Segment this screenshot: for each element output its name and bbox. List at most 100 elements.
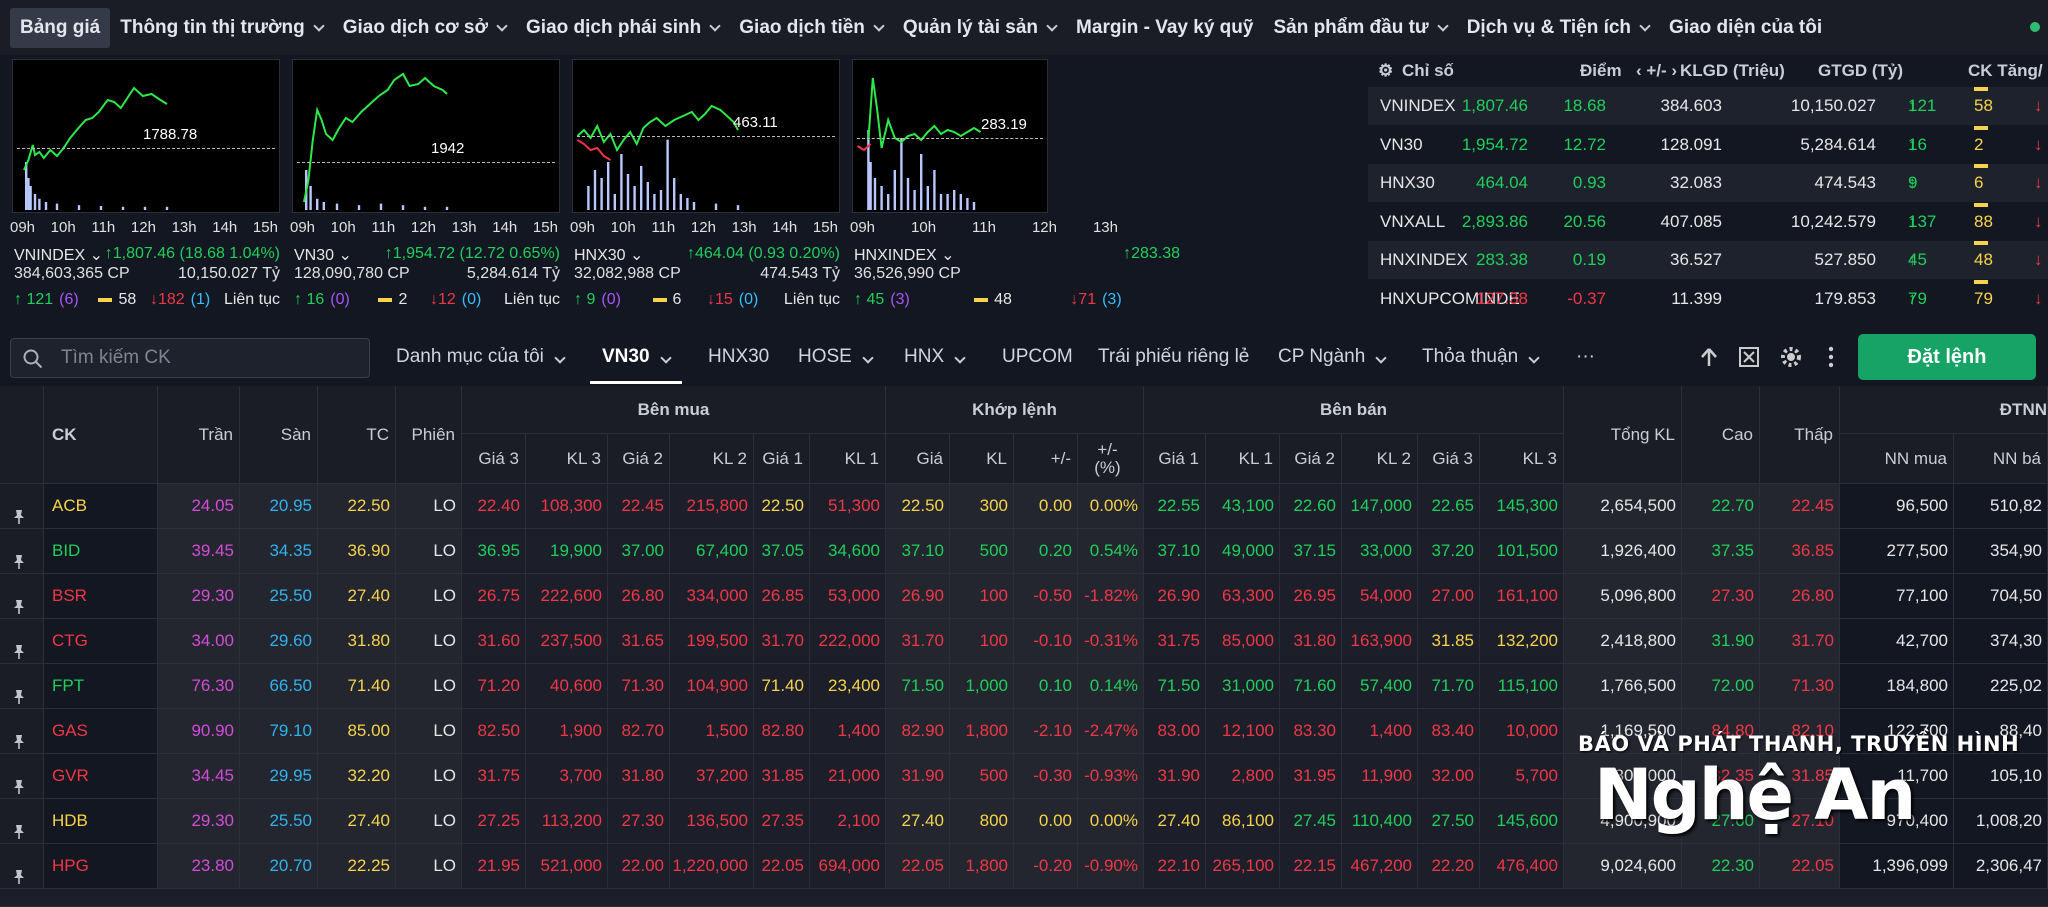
tab-6[interactable]: Trái phiếu riêng lẻ — [1098, 330, 1249, 384]
col-pin[interactable] — [0, 386, 44, 484]
table-row-partial[interactable] — [0, 889, 2048, 907]
sub-buy-3[interactable]: KL 2 — [670, 434, 754, 484]
table-row[interactable]: BSR 29.30 25.50 27.40 LO 26.75 222,600 26.80 334… — [0, 574, 2048, 619]
index-row-vnindex[interactable]: VNINDEX 1,807.46 18.68 384.603 10,150.027 ↑ 1… — [1368, 87, 2048, 125]
nav-item-0[interactable]: Bảng giá — [10, 7, 111, 48]
sub-sell-3[interactable]: KL 2 — [1342, 434, 1418, 484]
more-vertical-icon[interactable] — [1818, 344, 1844, 370]
stock-search-box[interactable] — [10, 338, 370, 378]
pin-icon[interactable] — [12, 858, 26, 884]
table-row[interactable]: FPT 76.30 66.50 71.40 LO 71.20 40,600 71.30 104,… — [0, 664, 2048, 709]
table-row[interactable]: GAS 90.90 79.10 85.00 LO 82.50 1,900 82.70 1,500… — [0, 709, 2048, 754]
pin-icon[interactable] — [12, 768, 26, 794]
sub-match-2[interactable]: +/- — [1014, 434, 1078, 484]
tab-0[interactable]: Danh mục của tôi — [396, 330, 566, 384]
sub-match-3[interactable]: +/- (%) — [1078, 434, 1144, 484]
index-name[interactable]: VN30 ⌄ — [294, 245, 352, 265]
stock-symbol[interactable]: FPT — [44, 664, 158, 708]
table-row[interactable]: GVR 34.45 29.95 32.20 LO 31.75 3,700 31.80 37,20… — [0, 754, 2048, 799]
stock-symbol[interactable]: CTG — [44, 619, 158, 663]
chevron-left-icon[interactable]: ‹ — [1636, 61, 1647, 80]
index-row-hnxindex[interactable]: HNXINDEX 283.38 0.19 36.527 527.850 ↑ 45 48 ↓ — [1368, 241, 2048, 279]
mini-chart-hnx30[interactable]: 463.11 09h 10h 11h 12h 13h 14h 15h HNX30 ⌄ ↑464.0… — [566, 55, 840, 320]
place-order-button[interactable]: Đặt lệnh — [1858, 334, 2036, 380]
sub-sell-1[interactable]: KL 1 — [1206, 434, 1280, 484]
sub-match-1[interactable]: KL — [950, 434, 1014, 484]
pin-icon[interactable] — [12, 813, 26, 839]
sub-buy-2[interactable]: Giá 2 — [608, 434, 670, 484]
sub-sell-2[interactable]: Giá 2 — [1280, 434, 1342, 484]
sub-foreign-0[interactable]: NN mua — [1840, 434, 1954, 484]
stock-search-input[interactable] — [61, 345, 361, 371]
index-name[interactable]: HNXINDEX ⌄ — [854, 245, 955, 265]
table-row[interactable]: CTG 34.00 29.60 31.80 LO 31.60 237,500 31.65 199… — [0, 619, 2048, 664]
nav-item-9[interactable]: Giao diện của tôi — [1659, 8, 1832, 48]
col-ceil[interactable]: Trần — [158, 386, 240, 484]
tab-1[interactable]: VN30 — [590, 330, 682, 384]
nav-item-4[interactable]: Giao dịch tiền — [729, 8, 893, 48]
mini-chart-vn30[interactable]: 1942 09h 10h 11h 12h 13h 14h 15h VN30 ⌄ ↑1,954.72… — [286, 55, 560, 320]
sub-buy-1[interactable]: KL 3 — [526, 434, 608, 484]
stock-symbol[interactable]: HPG — [44, 844, 158, 888]
nav-item-6[interactable]: Margin - Vay ký quỹ — [1066, 8, 1263, 48]
sub-foreign-1[interactable]: NN bá — [1954, 434, 2048, 484]
col-index-change[interactable]: ‹ +/- › — [1636, 61, 1678, 80]
col-total[interactable]: Tổng KL — [1564, 386, 1682, 484]
tab-9[interactable]: ··· — [1576, 330, 1595, 384]
stock-symbol[interactable]: HDB — [44, 799, 158, 843]
stock-symbol[interactable]: BSR — [44, 574, 158, 618]
scroll-top-arrow-icon[interactable] — [1696, 344, 1722, 370]
sub-sell-5[interactable]: KL 3 — [1480, 434, 1564, 484]
pin-icon[interactable] — [12, 588, 26, 614]
table-row[interactable]: HPG 23.80 20.70 22.25 LO 21.95 521,000 22.00 1,2… — [0, 844, 2048, 889]
col-index-point[interactable]: Điểm — [1580, 61, 1622, 80]
nav-item-5[interactable]: Quản lý tài sản — [893, 8, 1066, 48]
nav-item-1[interactable]: Thông tin thị trường — [110, 8, 333, 48]
table-row[interactable]: BID 39.45 34.35 36.90 LO 36.95 19,900 37.00 67,4… — [0, 529, 2048, 574]
col-index-ck[interactable]: CK Tăng/ — [1968, 61, 2043, 80]
sub-sell-0[interactable]: Giá 1 — [1144, 434, 1206, 484]
col-ck[interactable]: CK — [44, 386, 158, 484]
nav-item-8[interactable]: Dịch vụ & Tiện ích — [1457, 8, 1659, 48]
tab-3[interactable]: HOSE — [798, 330, 874, 384]
pin-icon[interactable] — [12, 723, 26, 749]
stock-symbol[interactable]: ACB — [44, 484, 158, 528]
table-row[interactable]: HDB 29.30 25.50 27.40 LO 27.25 113,200 27.30 136… — [0, 799, 2048, 844]
tab-7[interactable]: CP Ngành — [1278, 330, 1387, 384]
mini-chart-vnindex[interactable]: 1788.78 09h 10h 11h 12h 13h 14h 15h VNINDEX ⌄ ↑1,… — [6, 55, 280, 320]
col-floor[interactable]: Sàn — [240, 386, 318, 484]
pin-icon[interactable] — [12, 498, 26, 524]
pin-icon[interactable] — [12, 678, 26, 704]
sub-buy-0[interactable]: Giá 3 — [462, 434, 526, 484]
index-name[interactable]: VNINDEX ⌄ — [14, 245, 103, 265]
sub-match-0[interactable]: Giá — [886, 434, 950, 484]
settings-gear-icon[interactable]: ⚙ — [1378, 61, 1394, 80]
excel-export-icon[interactable] — [1736, 344, 1762, 370]
mini-chart-hnxindex[interactable]: 283.19 09h 10h 11h 12h 13h HNXINDEX ⌄ ↑283.38 36… — [846, 55, 1180, 320]
tab-2[interactable]: HNX30 — [708, 330, 769, 384]
group-match[interactable]: Khớp lệnh — [886, 386, 1144, 434]
index-name[interactable]: HNX30 ⌄ — [574, 245, 643, 265]
sub-sell-4[interactable]: Giá 3 — [1418, 434, 1480, 484]
nav-item-2[interactable]: Giao dịch cơ sở — [333, 8, 516, 48]
col-index-name[interactable]: Chỉ số — [1402, 61, 1454, 80]
col-index-volume[interactable]: KLGD (Triệu) — [1680, 61, 1785, 80]
pin-icon[interactable] — [12, 633, 26, 659]
tab-8[interactable]: Thỏa thuận — [1422, 330, 1540, 384]
stock-symbol[interactable]: GVR — [44, 754, 158, 798]
group-sell[interactable]: Bên bán — [1144, 386, 1564, 434]
index-row-hnxupcominde[interactable]: HNXUPCOMINDE 127.38 -0.37 11.399 179.853 ↑ 79… — [1368, 279, 2048, 318]
col-low[interactable]: Thấp — [1760, 386, 1840, 484]
sub-buy-5[interactable]: KL 1 — [810, 434, 886, 484]
tab-5[interactable]: UPCOM — [1002, 330, 1073, 384]
pin-icon[interactable] — [12, 543, 26, 569]
col-session[interactable]: Phiên — [396, 386, 462, 484]
stock-symbol[interactable]: BID — [44, 529, 158, 573]
nav-item-7[interactable]: Sản phẩm đầu tư — [1263, 8, 1456, 48]
group-foreign[interactable]: ĐTNN — [1840, 386, 2048, 434]
gear-icon[interactable] — [1778, 344, 1804, 370]
index-row-vn30[interactable]: VN30 1,954.72 12.72 128.091 5,284.614 ↑ 16 2 ↓ — [1368, 125, 2048, 164]
table-row[interactable]: ACB 24.05 20.95 22.50 LO 22.40 108,300 22.45 215… — [0, 484, 2048, 529]
stock-symbol[interactable]: GAS — [44, 709, 158, 753]
nav-item-3[interactable]: Giao dịch phái sinh — [516, 8, 729, 48]
